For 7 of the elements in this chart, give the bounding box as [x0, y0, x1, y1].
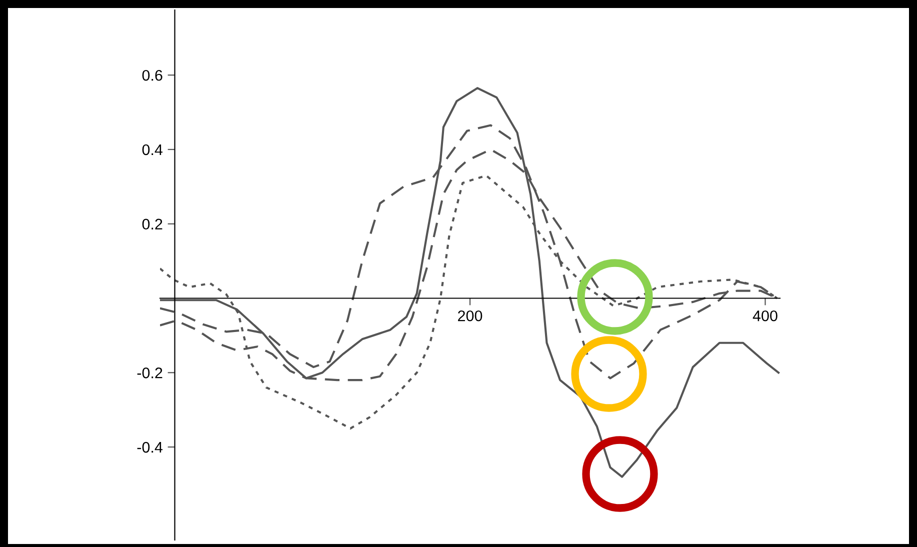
y-tick-label: 0.6	[142, 70, 162, 81]
y-tick-label: -0.4	[137, 442, 163, 453]
x-tick-label: 400	[752, 310, 778, 322]
y-tick-label: -0.2	[137, 368, 162, 378]
y-tick-label: 0.2	[142, 218, 162, 230]
x-tick-label: 200	[458, 310, 482, 322]
y-tick-label: 0.4	[142, 144, 163, 156]
